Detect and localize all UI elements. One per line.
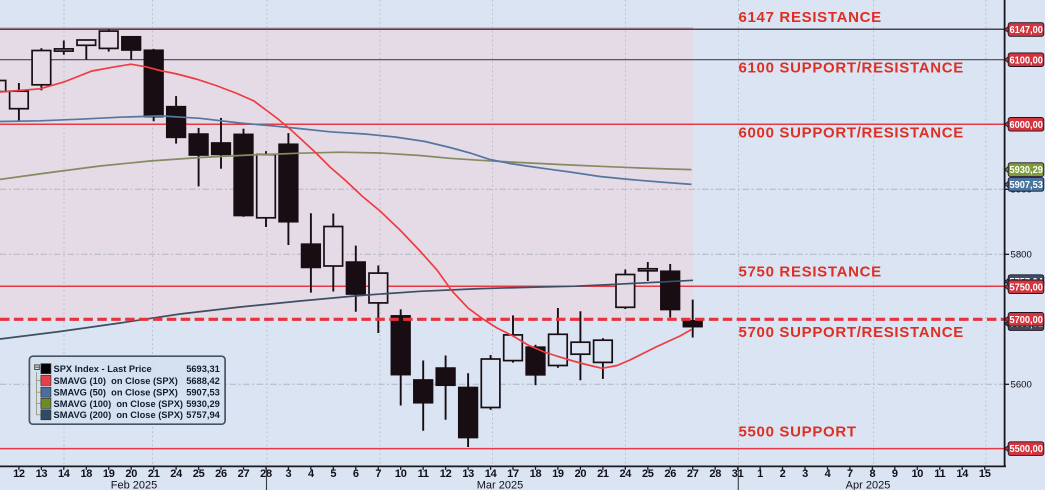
svg-text:7: 7 <box>375 468 381 480</box>
svg-text:11: 11 <box>418 468 429 480</box>
svg-text:6000 SUPPORT/RESISTANCE: 6000 SUPPORT/RESISTANCE <box>739 125 964 142</box>
svg-text:8: 8 <box>869 468 875 480</box>
svg-text:17: 17 <box>507 468 519 480</box>
svg-text:Mar 2025: Mar 2025 <box>477 480 523 490</box>
svg-text:27: 27 <box>238 468 250 480</box>
svg-text:SMAVG (10) on Close (SPX): SMAVG (10) on Close (SPX) <box>54 376 178 386</box>
svg-text:19: 19 <box>103 468 115 480</box>
svg-text:1: 1 <box>757 468 763 480</box>
svg-text:18: 18 <box>80 468 92 480</box>
svg-text:5800: 5800 <box>1011 250 1032 261</box>
svg-text:5500 SUPPORT: 5500 SUPPORT <box>739 423 857 440</box>
svg-text:25: 25 <box>193 468 205 480</box>
svg-text:6000,00: 6000,00 <box>1009 120 1043 131</box>
svg-text:5907,53: 5907,53 <box>1009 180 1043 191</box>
svg-text:5757,94: 5757,94 <box>186 410 220 420</box>
svg-text:12: 12 <box>13 468 25 480</box>
svg-text:20: 20 <box>125 468 137 480</box>
svg-text:21: 21 <box>597 468 609 480</box>
svg-text:24: 24 <box>170 468 183 480</box>
svg-text:25: 25 <box>642 468 654 480</box>
svg-text:6100 SUPPORT/RESISTANCE: 6100 SUPPORT/RESISTANCE <box>739 60 964 77</box>
svg-text:24: 24 <box>619 468 632 480</box>
svg-text:26: 26 <box>215 468 227 480</box>
svg-text:5: 5 <box>330 468 336 480</box>
svg-text:3: 3 <box>285 468 291 480</box>
svg-text:2: 2 <box>780 468 786 480</box>
svg-text:SMAVG (50) on Close (SPX): SMAVG (50) on Close (SPX) <box>54 388 178 398</box>
svg-text:3: 3 <box>802 468 808 480</box>
svg-text:4: 4 <box>308 468 315 480</box>
svg-text:SMAVG (200) on Close (SPX): SMAVG (200) on Close (SPX) <box>54 410 184 420</box>
svg-text:SPX Index - Last Price: SPX Index - Last Price <box>54 364 152 374</box>
svg-text:5930,29: 5930,29 <box>1009 165 1043 176</box>
svg-text:15: 15 <box>979 468 991 480</box>
svg-text:Feb 2025: Feb 2025 <box>111 480 157 490</box>
svg-text:9: 9 <box>892 468 898 480</box>
svg-text:14: 14 <box>58 468 71 480</box>
svg-text:21: 21 <box>148 468 160 480</box>
svg-text:14: 14 <box>956 468 969 480</box>
svg-text:13: 13 <box>462 468 474 480</box>
svg-text:5700 SUPPORT/RESISTANCE: 5700 SUPPORT/RESISTANCE <box>739 324 964 341</box>
svg-text:5688,42: 5688,42 <box>186 376 220 386</box>
svg-text:31: 31 <box>732 468 744 480</box>
svg-text:28: 28 <box>709 468 721 480</box>
svg-text:5693,31: 5693,31 <box>186 364 220 374</box>
svg-text:20: 20 <box>575 468 587 480</box>
svg-text:Apr 2025: Apr 2025 <box>846 480 891 490</box>
svg-text:5600: 5600 <box>1011 380 1032 391</box>
svg-text:11: 11 <box>934 468 945 480</box>
svg-text:SMAVG (100) on Close (SPX): SMAVG (100) on Close (SPX) <box>54 399 184 409</box>
svg-text:5700,00: 5700,00 <box>1009 315 1043 326</box>
svg-text:10: 10 <box>911 468 923 480</box>
svg-text:4: 4 <box>825 468 832 480</box>
svg-text:5750,00: 5750,00 <box>1009 282 1043 293</box>
svg-text:12: 12 <box>440 468 452 480</box>
svg-text:26: 26 <box>664 468 676 480</box>
svg-text:6147,00: 6147,00 <box>1009 25 1043 36</box>
svg-text:7: 7 <box>847 468 853 480</box>
svg-text:5930,29: 5930,29 <box>186 399 220 409</box>
svg-text:18: 18 <box>530 468 542 480</box>
svg-text:14: 14 <box>485 468 498 480</box>
svg-text:27: 27 <box>687 468 699 480</box>
svg-text:5500,00: 5500,00 <box>1009 444 1043 455</box>
svg-text:10: 10 <box>395 468 407 480</box>
svg-text:5750 RESISTANCE: 5750 RESISTANCE <box>739 264 882 281</box>
svg-text:5907,53: 5907,53 <box>186 388 220 398</box>
svg-text:13: 13 <box>36 468 48 480</box>
svg-text:6: 6 <box>353 468 359 480</box>
svg-text:6100,00: 6100,00 <box>1009 55 1043 66</box>
svg-text:19: 19 <box>552 468 564 480</box>
svg-text:6147 RESISTANCE: 6147 RESISTANCE <box>739 9 882 26</box>
